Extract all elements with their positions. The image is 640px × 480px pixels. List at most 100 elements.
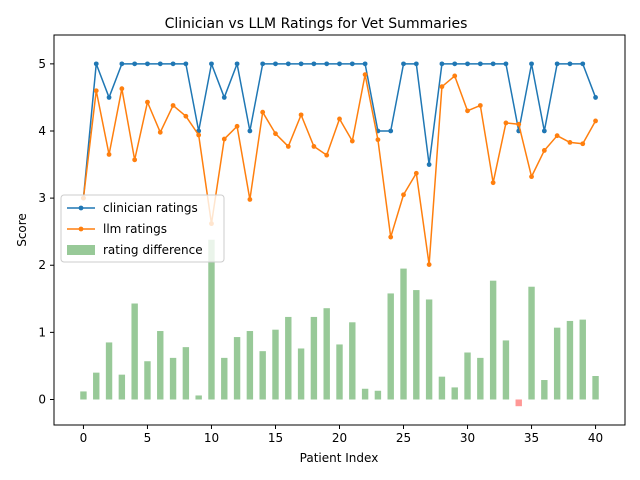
bar-rating-difference-32 [489, 280, 497, 400]
legend-label-clinician-ratings: clinician ratings [103, 201, 198, 215]
point-llm-ratings-28 [439, 84, 445, 90]
point-clinician-ratings-6 [157, 61, 163, 67]
bar-rating-difference-0 [80, 391, 87, 400]
point-llm-ratings-20 [337, 116, 342, 122]
bars-layer [80, 239, 599, 407]
point-clinician-ratings-22 [362, 61, 368, 67]
bar-rating-difference-12 [233, 337, 241, 400]
point-llm-ratings-24 [388, 234, 394, 240]
lines-layer [81, 61, 598, 267]
bar-rating-difference-23 [374, 390, 382, 400]
bar-rating-difference-37 [553, 327, 561, 400]
bar-rating-difference-17 [297, 348, 305, 400]
point-clinician-ratings-27 [426, 162, 432, 167]
bar-rating-difference-33 [502, 340, 510, 400]
point-llm-ratings-15 [273, 131, 278, 137]
bar-rating-difference-13 [246, 331, 254, 400]
point-clinician-ratings-18 [311, 61, 317, 67]
point-llm-ratings-18 [311, 144, 317, 149]
bar-rating-difference-35 [528, 286, 535, 400]
bar-rating-difference-34 [515, 399, 522, 407]
bar-rating-difference-19 [323, 308, 330, 400]
legend-swatch-rating-difference [67, 245, 95, 255]
point-llm-ratings-36 [541, 148, 547, 153]
point-llm-ratings-19 [324, 152, 330, 158]
point-clinician-ratings-36 [541, 128, 547, 134]
point-llm-ratings-14 [260, 109, 266, 115]
point-llm-ratings-35 [529, 174, 534, 180]
bar-rating-difference-4 [131, 303, 138, 400]
point-llm-ratings-40 [593, 118, 598, 124]
point-llm-ratings-22 [362, 72, 368, 78]
bar-rating-difference-26 [413, 290, 420, 400]
point-clinician-ratings-2 [106, 95, 112, 100]
point-llm-ratings-16 [285, 144, 291, 149]
point-clinician-ratings-12 [234, 61, 240, 67]
point-clinician-ratings-26 [413, 61, 419, 67]
point-clinician-ratings-37 [554, 61, 560, 67]
point-llm-ratings-12 [234, 123, 240, 129]
point-clinician-ratings-33 [503, 61, 509, 67]
bar-rating-difference-1 [93, 372, 100, 400]
point-llm-ratings-4 [132, 157, 138, 163]
point-llm-ratings-6 [157, 129, 163, 135]
point-llm-ratings-2 [106, 152, 112, 157]
chart-title: Clinician vs LLM Ratings for Vet Summari… [165, 16, 468, 32]
point-llm-ratings-31 [477, 103, 483, 108]
x-tick-label-25: 25 [396, 431, 411, 445]
y-tick-label-3: 3 [38, 191, 46, 205]
point-llm-ratings-30 [465, 108, 470, 114]
point-clinician-ratings-16 [285, 61, 291, 67]
legend-marker-llm-ratings [78, 226, 84, 232]
point-clinician-ratings-25 [401, 61, 406, 67]
point-clinician-ratings-40 [593, 95, 598, 100]
x-axis-label: Patient Index [300, 451, 379, 465]
point-clinician-ratings-31 [477, 61, 483, 67]
x-tick-label-10: 10 [204, 431, 219, 445]
legend-box [60, 194, 225, 263]
bar-rating-difference-38 [566, 320, 574, 400]
point-clinician-ratings-4 [132, 61, 138, 67]
x-tick-label-0: 0 [80, 431, 88, 445]
y-axis: 0 1 2 3 4 5 [38, 57, 54, 406]
y-tick-label-1: 1 [38, 325, 46, 339]
point-llm-ratings-17 [298, 112, 304, 118]
point-llm-ratings-7 [170, 103, 176, 108]
point-clinician-ratings-30 [465, 61, 470, 67]
point-clinician-ratings-39 [580, 61, 586, 67]
bar-rating-difference-7 [169, 357, 177, 400]
x-tick-label-20: 20 [332, 431, 347, 445]
point-llm-ratings-32 [490, 180, 496, 186]
y-axis-label: Score [15, 213, 29, 247]
bar-rating-difference-24 [387, 293, 394, 400]
point-llm-ratings-8 [183, 113, 189, 119]
point-clinician-ratings-13 [247, 128, 253, 134]
point-clinician-ratings-5 [145, 61, 150, 67]
point-clinician-ratings-14 [260, 61, 266, 67]
point-llm-ratings-27 [426, 262, 432, 267]
point-llm-ratings-39 [580, 141, 586, 147]
x-tick-label-5: 5 [144, 431, 152, 445]
x-tick-label-40: 40 [588, 431, 603, 445]
bar-rating-difference-21 [349, 322, 356, 400]
y-tick-label-2: 2 [38, 258, 46, 272]
point-llm-ratings-3 [119, 86, 125, 92]
x-tick-label-15: 15 [268, 431, 283, 445]
bar-rating-difference-27 [425, 299, 433, 400]
point-clinician-ratings-15 [273, 61, 278, 67]
bar-rating-difference-16 [285, 316, 292, 400]
bar-rating-difference-31 [477, 357, 484, 400]
point-llm-ratings-5 [145, 99, 150, 105]
point-clinician-ratings-29 [452, 61, 458, 67]
x-axis: 0 5 10 15 20 25 30 35 40 [80, 425, 603, 445]
y-tick-label-5: 5 [38, 57, 46, 71]
bar-rating-difference-14 [259, 351, 266, 400]
point-llm-ratings-13 [247, 197, 253, 202]
point-llm-ratings-26 [413, 170, 419, 176]
point-llm-ratings-9 [196, 132, 202, 138]
bar-rating-difference-3 [118, 374, 126, 400]
point-llm-ratings-33 [503, 120, 509, 126]
bar-rating-difference-40 [592, 375, 599, 400]
point-clinician-ratings-35 [529, 61, 534, 67]
bar-rating-difference-28 [438, 376, 446, 400]
